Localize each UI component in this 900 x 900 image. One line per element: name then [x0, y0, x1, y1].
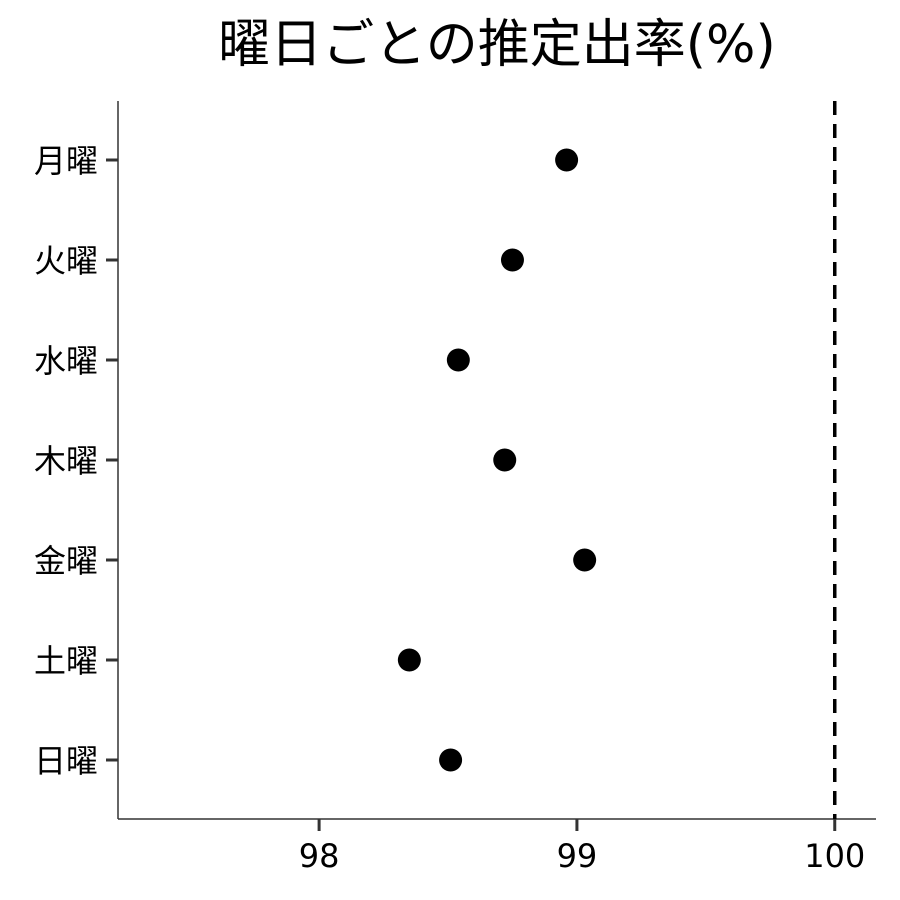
data-point	[555, 148, 579, 172]
x-tick-label: 99	[557, 837, 598, 875]
data-point	[500, 248, 524, 272]
y-tick-label: 水曜	[34, 342, 98, 380]
y-tick-label: 月曜	[34, 142, 98, 180]
data-point	[439, 748, 463, 772]
y-tick-label: 日曜	[34, 742, 98, 780]
data-point	[493, 448, 517, 472]
data-point	[573, 548, 597, 572]
y-tick-label: 火曜	[34, 242, 98, 280]
y-tick-label: 金曜	[34, 542, 98, 580]
x-tick-label: 98	[299, 837, 340, 875]
data-point	[397, 648, 421, 672]
chart-title: 曜日ごとの推定出率(%)	[218, 15, 775, 75]
y-tick-label: 木曜	[34, 442, 98, 480]
data-point	[446, 348, 470, 372]
x-tick-label: 100	[804, 837, 865, 875]
y-tick-label: 土曜	[34, 642, 98, 680]
